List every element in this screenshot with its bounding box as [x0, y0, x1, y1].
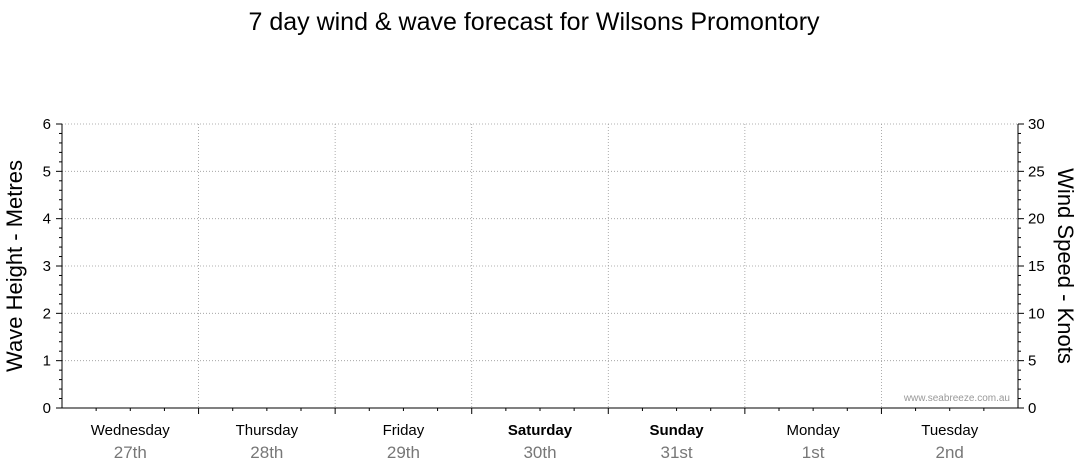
left-axis-ticks: 0 1 2 3 4 5 6: [43, 116, 62, 417]
watermark: www.seabreeze.com.au: [903, 393, 1010, 404]
right-axis-ticks: 0 5 10 15 20 25 30: [1018, 116, 1045, 417]
left-tick-label: 1: [43, 353, 51, 370]
left-tick-label: 3: [43, 258, 51, 275]
right-tick-label: 20: [1028, 211, 1045, 228]
left-tick-label: 6: [43, 116, 51, 133]
day-date-label: 1st: [802, 443, 825, 462]
day-name-label: Friday: [383, 422, 425, 439]
day-name-label: Saturday: [508, 422, 573, 439]
right-axis-label: Wind Speed - Knots: [1053, 168, 1078, 364]
day-name-label: Wednesday: [91, 422, 170, 439]
left-tick-label: 5: [43, 163, 51, 180]
left-axis-label: Wave Height - Metres: [2, 160, 27, 372]
day-name-label: Monday: [786, 422, 840, 439]
left-tick-label: 4: [43, 211, 51, 228]
grid-layer: [62, 123, 1018, 408]
right-tick-label: 15: [1028, 258, 1045, 275]
day-name-label: Thursday: [236, 422, 299, 439]
left-tick-label: 0: [43, 400, 51, 417]
right-tick-label: 5: [1028, 353, 1036, 370]
right-tick-label: 30: [1028, 116, 1045, 133]
day-date-label: 2nd: [936, 443, 964, 462]
axes-layer: [61, 124, 1019, 414]
left-tick-label: 2: [43, 305, 51, 322]
day-labels: Wednesday 27th Thursday 28th Friday 29th Satur…: [91, 422, 979, 462]
day-name-label: Sunday: [649, 422, 704, 439]
day-name-label: Tuesday: [921, 422, 978, 439]
right-tick-label: 25: [1028, 163, 1045, 180]
right-tick-label: 0: [1028, 400, 1036, 417]
day-date-label: 29th: [387, 443, 420, 462]
day-date-label: 31st: [661, 443, 693, 462]
chart-title: 7 day wind & wave forecast for Wilsons P…: [248, 8, 820, 36]
right-tick-label: 10: [1028, 305, 1045, 322]
day-date-label: 27th: [114, 443, 147, 462]
day-date-label: 30th: [523, 443, 556, 462]
day-date-label: 28th: [250, 443, 283, 462]
